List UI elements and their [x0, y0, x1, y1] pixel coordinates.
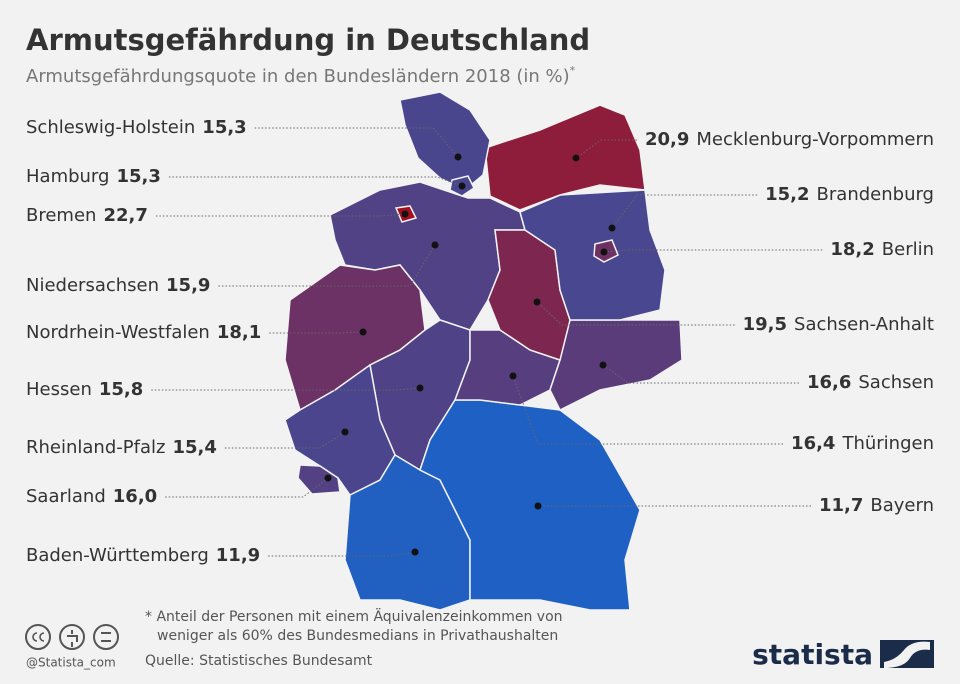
region-dot — [359, 328, 367, 336]
subtitle-text: Armutsgefährdungsquote in den Bundesländ… — [26, 66, 570, 87]
region-label: 18,2 Berlin — [830, 239, 934, 260]
region-dot — [533, 298, 541, 306]
leader-line — [536, 301, 735, 326]
region-name: Schleswig-Holstein — [26, 117, 195, 138]
leader-line — [602, 364, 799, 384]
region-name: Rheinland-Pfalz — [26, 437, 165, 458]
leader-line — [611, 194, 758, 229]
region-label: Nordrhein-Westfalen 18,1 — [26, 322, 261, 343]
leader-line — [151, 387, 421, 391]
leader-line — [575, 139, 637, 159]
region-value: 18,1 — [217, 322, 261, 343]
region-name: Mecklenburg-Vorpommern — [696, 129, 934, 150]
license-icons — [25, 624, 119, 650]
region-value: 15,9 — [166, 275, 210, 296]
region-dot — [458, 182, 466, 190]
region-dot — [411, 548, 419, 556]
region-dot — [600, 248, 608, 256]
region-name: Saarland — [26, 486, 106, 507]
region-name: Berlin — [882, 239, 934, 260]
subtitle-mark: * — [570, 64, 576, 77]
region-label: Baden-Württemberg 11,9 — [26, 545, 260, 566]
footnote: weniger als 60% des Bundesmedians in Pri… — [157, 628, 558, 644]
leader-line — [224, 431, 346, 449]
region-name: Thüringen — [841, 433, 934, 454]
leader-line — [603, 249, 823, 253]
map — [284, 91, 683, 611]
region-label: 15,2 Brandenburg — [765, 184, 934, 205]
region-value: 16,6 — [807, 372, 851, 393]
region-label: Rheinland-Pfalz 15,4 — [26, 437, 217, 458]
region-label: Bremen 22,7 — [26, 205, 148, 226]
region — [519, 189, 666, 321]
region-name: Sachsen — [858, 372, 934, 393]
region-value: 15,3 — [116, 166, 160, 187]
region-label: 16,4 Thüringen — [791, 433, 934, 454]
footnote: * Anteil der Personen mit einem Äquivale… — [145, 607, 563, 625]
region-dot — [599, 361, 607, 369]
handle: @Statista_com — [26, 656, 116, 670]
region-dot — [454, 153, 462, 161]
brand-icon-wave — [884, 641, 930, 668]
region-value: 19,5 — [743, 314, 787, 335]
leader-line — [155, 213, 406, 217]
region-value: 11,7 — [819, 495, 863, 516]
region-name: Sachsen-Anhalt — [794, 314, 934, 335]
region-name: Niedersachsen — [26, 275, 159, 296]
subtitle: Armutsgefährdungsquote in den Bundesländ… — [26, 64, 576, 87]
region — [484, 104, 646, 211]
labels: Schleswig-Holstein 15,3 Hamburg 15,3 Bremen 2… — [26, 117, 934, 566]
region-value: 18,2 — [830, 239, 874, 260]
region-name: Baden-Württemberg — [26, 545, 209, 566]
title: Armutsgefährdung in Deutschland — [26, 23, 590, 57]
region-value: 22,7 — [103, 205, 147, 226]
region-name: Hessen — [26, 379, 92, 400]
region-dot — [416, 384, 424, 392]
leader-line — [218, 244, 436, 287]
region-dot — [401, 210, 409, 218]
region-dot — [608, 224, 616, 232]
region-name: Nordrhein-Westfalen — [26, 322, 210, 343]
region-name: Bayern — [870, 495, 934, 516]
region-label: Niedersachsen 15,9 — [26, 275, 210, 296]
region-value: 11,9 — [216, 545, 260, 566]
leader-line — [512, 375, 784, 445]
region-name: Hamburg — [26, 166, 109, 187]
leader-line — [269, 331, 364, 334]
region-dot — [534, 502, 542, 510]
leader-line — [254, 127, 459, 158]
region-dot — [431, 241, 439, 249]
region-label: 19,5 Sachsen-Anhalt — [743, 314, 934, 335]
region-label: 20,9 Mecklenburg-Vorpommern — [645, 129, 934, 150]
region-value: 15,8 — [99, 379, 143, 400]
region-dot — [509, 372, 517, 380]
region-value: 16,4 — [791, 433, 835, 454]
region-value: 15,3 — [202, 117, 246, 138]
leader-line — [165, 477, 329, 498]
region-dot — [341, 428, 349, 436]
region-value: 16,0 — [113, 486, 157, 507]
region-value: 15,2 — [765, 184, 809, 205]
region-label: Saarland 16,0 — [26, 486, 157, 507]
region — [399, 91, 491, 191]
region-label: 11,7 Bayern — [819, 495, 934, 516]
region-label: 16,6 Sachsen — [807, 372, 934, 393]
region-label: Hamburg 15,3 — [26, 166, 161, 187]
region-label: Schleswig-Holstein 15,3 — [26, 117, 247, 138]
region — [297, 464, 341, 495]
brand-logo: statista — [752, 638, 873, 671]
region-dot — [572, 154, 580, 162]
region-dot — [324, 474, 332, 482]
region-name: Bremen — [26, 205, 96, 226]
region-name: Brandenburg — [817, 184, 934, 205]
footer: * Anteil der Personen mit einem Äquivale… — [25, 607, 934, 671]
source: Quelle: Statistisches Bundesamt — [145, 653, 373, 669]
region-value: 15,4 — [172, 437, 216, 458]
region-label: Hessen 15,8 — [26, 379, 143, 400]
region-value: 20,9 — [645, 129, 689, 150]
